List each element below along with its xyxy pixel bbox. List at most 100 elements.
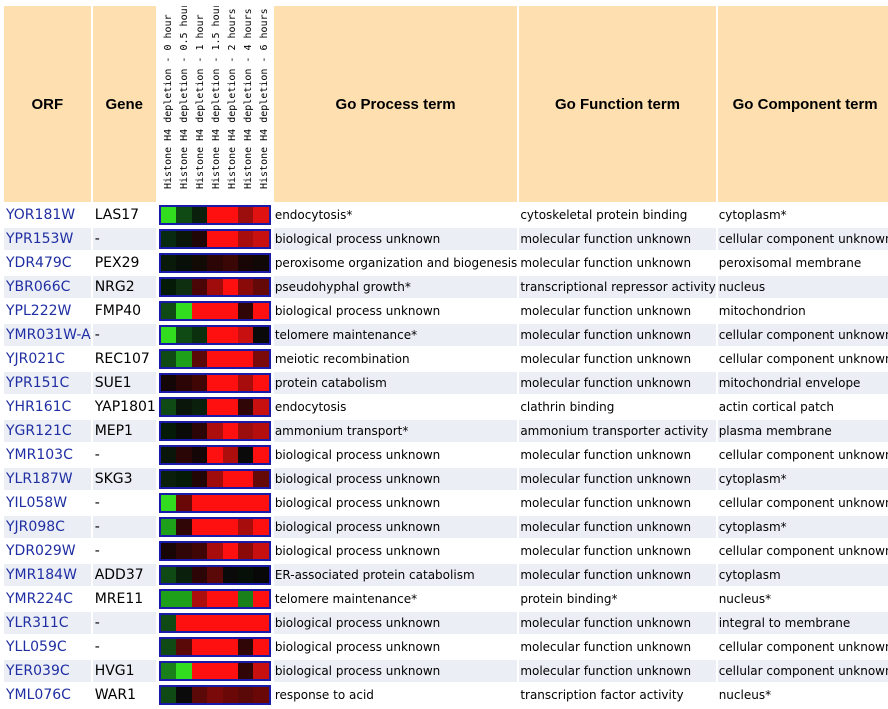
expression-cell: [253, 471, 269, 487]
heatmap-cell: [158, 636, 272, 658]
component-column-header[interactable]: Go Component term: [717, 6, 888, 202]
orf-link[interactable]: YDR029W: [6, 543, 76, 559]
gene-column-header[interactable]: Gene: [92, 6, 156, 202]
gene-expression-table: ORF Gene Histone H4 depletion - 0 hour Hi…: [2, 4, 888, 708]
orf-link[interactable]: YML076C: [6, 687, 71, 703]
condition-label-text: Histone H4 depletion - 1 hour: [194, 14, 206, 189]
expression-cell: [160, 447, 177, 463]
go-function-term: molecular function unknown: [520, 448, 692, 462]
gene-name: LAS17: [94, 207, 140, 223]
go-process-term: endocytosis: [274, 400, 347, 414]
go-component-term: cytoplasm*: [718, 208, 787, 222]
go-function-term: molecular function unknown: [520, 256, 692, 270]
orf-link[interactable]: YLL059C: [6, 639, 67, 655]
go-function-term: molecular function unknown: [519, 468, 716, 490]
go-component-term: cellular component unknown: [718, 496, 888, 510]
gene-name: -: [92, 516, 156, 538]
orf-link[interactable]: YOR181W: [6, 207, 76, 223]
expression-cell: [160, 255, 177, 271]
expression-cell: [237, 639, 254, 655]
process-column-header[interactable]: Go Process term: [273, 6, 518, 202]
expression-heatmap-strip[interactable]: [158, 253, 271, 273]
orf-link[interactable]: YER039C: [4, 660, 91, 682]
expression-cell: [191, 663, 208, 679]
table-row: YDR029W - biological process unknown molecu…: [4, 540, 888, 562]
expression-heatmap-strip[interactable]: [158, 493, 271, 513]
expression-cell: [191, 591, 208, 607]
orf-column-header[interactable]: ORF: [4, 6, 91, 202]
expression-cell: [253, 327, 269, 343]
gene-name: NRG2: [92, 276, 156, 298]
expression-heatmap-strip[interactable]: [158, 325, 271, 345]
heatmap-cell: [158, 516, 272, 538]
expression-heatmap-strip[interactable]: [158, 565, 271, 585]
expression-cell: [222, 663, 238, 679]
expression-cell: [237, 519, 254, 535]
expression-heatmap-strip[interactable]: [158, 613, 271, 633]
heatmap-cell: [158, 660, 272, 682]
expression-heatmap-strip[interactable]: [158, 469, 271, 489]
expression-heatmap-strip[interactable]: [158, 589, 271, 609]
expression-heatmap-strip[interactable]: [158, 301, 271, 321]
expression-heatmap-strip[interactable]: [158, 541, 271, 561]
go-process-term: biological process unknown: [273, 468, 518, 490]
orf-link[interactable]: YMR103C: [6, 447, 73, 463]
expression-heatmap-strip[interactable]: [158, 517, 271, 537]
expression-heatmap-strip[interactable]: [158, 685, 271, 705]
orf-link[interactable]: YJR098C: [4, 516, 91, 538]
expression-heatmap-strip[interactable]: [158, 661, 271, 681]
table-row: YIL058W - biological process unknown molecu…: [4, 492, 888, 514]
expression-heatmap-strip[interactable]: [158, 421, 271, 441]
orf-link[interactable]: YPL222W: [6, 303, 72, 319]
orf-link[interactable]: YBR066C: [4, 276, 91, 298]
orf-link[interactable]: YJR021C: [6, 351, 65, 367]
orf-link[interactable]: YPR151C: [4, 372, 91, 394]
expression-cell: [191, 399, 208, 415]
expression-cell: [207, 375, 223, 391]
expression-heatmap-strip[interactable]: [158, 205, 271, 225]
orf-link[interactable]: YGR121C: [4, 420, 91, 442]
expression-cell: [207, 687, 223, 703]
gene-name: WAR1: [94, 687, 136, 703]
expression-heatmap-strip[interactable]: [158, 349, 271, 369]
expression-heatmap-strip[interactable]: [158, 397, 271, 417]
expression-cell: [176, 423, 192, 439]
orf-link[interactable]: YLR311C: [4, 612, 91, 634]
expression-heatmap-strip[interactable]: [158, 229, 271, 249]
orf-link[interactable]: YDR479C: [6, 255, 72, 271]
table-row: YPR151C SUE1 protein catabolism molecular f…: [4, 372, 888, 394]
orf-link[interactable]: YIL058W: [6, 495, 68, 511]
gene-name: -: [92, 612, 156, 634]
gene-name: -: [94, 495, 100, 511]
expression-cell: [176, 351, 192, 367]
go-process-term: endocytosis*: [274, 208, 353, 222]
orf-link[interactable]: YMR031W-A: [4, 324, 91, 346]
go-function-term: molecular function unknown: [519, 564, 716, 586]
orf-link[interactable]: YHR161C: [6, 399, 72, 415]
expression-cell: [207, 663, 223, 679]
expression-cell: [237, 687, 254, 703]
expression-heatmap-strip[interactable]: [158, 277, 271, 297]
expression-heatmap-strip[interactable]: [158, 373, 271, 393]
go-process-term: biological process unknown: [273, 516, 518, 538]
expression-cell: [253, 207, 269, 223]
orf-link[interactable]: YMR224C: [6, 591, 73, 607]
expression-cell: [237, 231, 254, 247]
expression-cell: [253, 543, 269, 559]
expression-cell: [207, 495, 223, 511]
heatmap-column-header: Histone H4 depletion - 0 hour Histone H4 …: [157, 6, 272, 202]
orf-link[interactable]: YPR153W: [4, 228, 91, 250]
expression-heatmap-strip[interactable]: [158, 637, 271, 657]
orf-link[interactable]: YLR187W: [4, 468, 91, 490]
condition-label-text: Histone H4 depletion - 0 hour: [162, 14, 174, 189]
heatmap-cell: [158, 372, 272, 394]
go-function-term: protein binding*: [520, 592, 618, 606]
function-column-header[interactable]: Go Function term: [519, 6, 716, 202]
condition-label-text: Histone H4 depletion - 6 hours: [258, 8, 270, 189]
gene-name: FMP40: [94, 303, 142, 319]
go-component-term: cellular component unknown: [717, 228, 888, 250]
orf-link[interactable]: YMR184W: [4, 564, 91, 586]
expression-heatmap-strip[interactable]: [158, 445, 271, 465]
expression-cell: [222, 687, 238, 703]
go-component-term: cytoplasm*: [717, 516, 888, 538]
